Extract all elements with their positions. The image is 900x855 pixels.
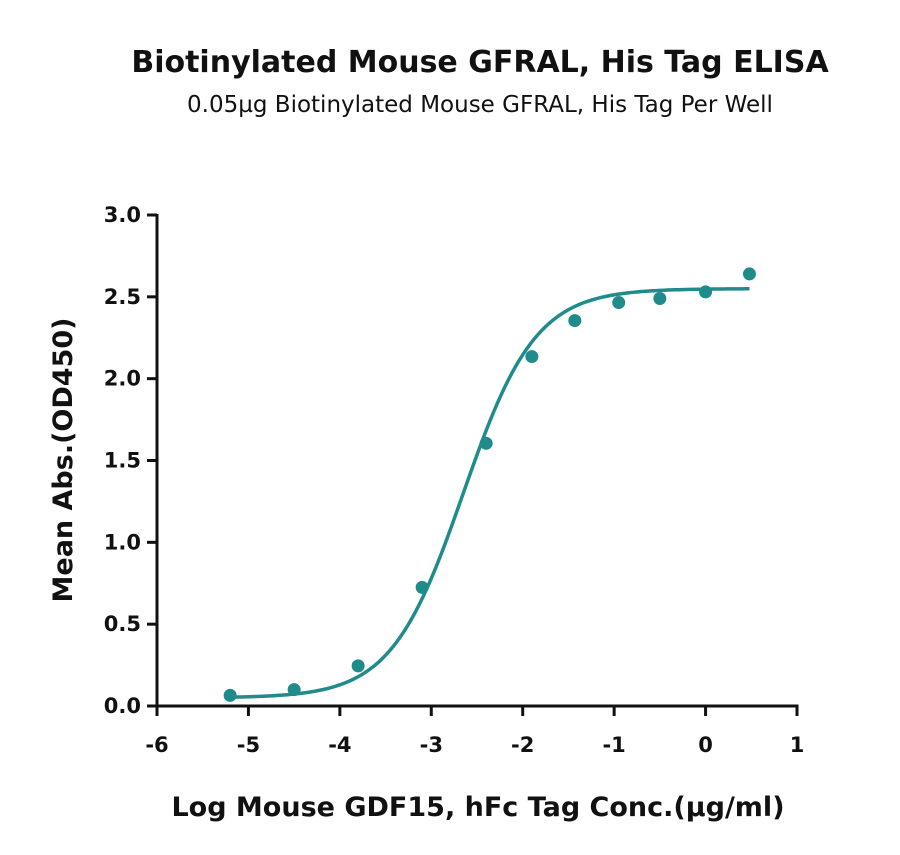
x-tick-label: -1: [602, 733, 625, 757]
x-tick-label: 0: [698, 733, 713, 757]
chart-subtitle: 0.05µg Biotinylated Mouse GFRAL, His Tag…: [187, 92, 773, 118]
x-tick-label: 1: [790, 733, 805, 757]
fit-curve: [230, 287, 750, 699]
y-tick-label: 2.5: [104, 285, 141, 309]
x-tick-label: -3: [420, 733, 443, 757]
x-tick-label: -6: [145, 733, 168, 757]
y-tick-label: 1.5: [104, 449, 141, 473]
y-axis-label: Mean Abs.(OD450): [48, 318, 79, 603]
chart-title: Biotinylated Mouse GFRAL, His Tag ELISA: [131, 45, 829, 80]
y-tick-label: 1.0: [104, 530, 141, 554]
data-point: [612, 296, 626, 310]
y-tick-label: 2.0: [104, 367, 141, 391]
data-point: [699, 285, 713, 299]
x-axis-label: Log Mouse GDF15, hFc Tag Conc.(µg/ml): [171, 792, 784, 823]
data-point: [653, 291, 667, 305]
x-tick-label: -2: [511, 733, 534, 757]
data-point: [568, 314, 582, 328]
data-point: [525, 350, 539, 364]
x-tick-label: -5: [237, 733, 260, 757]
data-point: [415, 580, 429, 594]
y-tick-label: 0.5: [104, 612, 141, 636]
data-point: [742, 267, 756, 281]
data-point: [479, 436, 493, 450]
data-point: [287, 683, 301, 697]
y-ticks: 0.0 0.5 1.0 1.5 2.0 2.5 3.0: [104, 203, 157, 718]
data-point: [351, 659, 365, 673]
y-tick-label: 0.0: [104, 694, 141, 718]
x-ticks: -6 -5 -4 -3 -2 -1 0 1: [145, 706, 804, 757]
data-point: [223, 688, 237, 702]
x-tick-label: -4: [328, 733, 351, 757]
y-tick-label: 3.0: [104, 203, 141, 227]
data-points: [223, 267, 756, 702]
